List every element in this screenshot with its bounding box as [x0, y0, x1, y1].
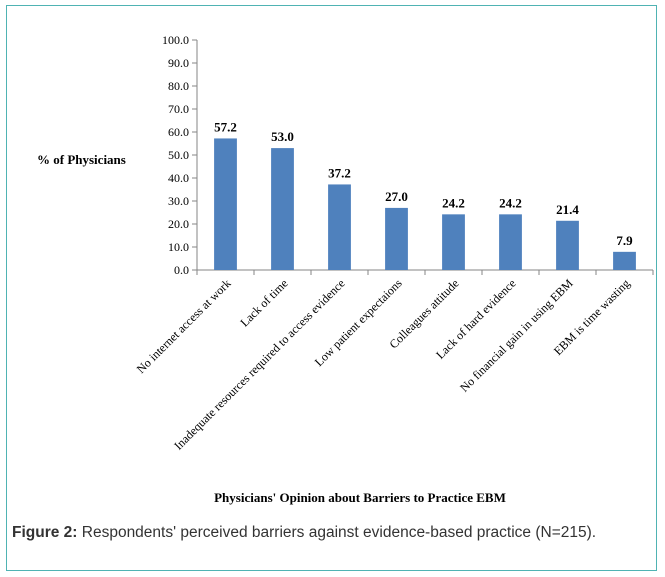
- figure-caption: Figure 2: Respondents' perceived barrier…: [12, 523, 652, 543]
- y-tick-label: 100.0: [162, 33, 189, 47]
- bar: [271, 148, 294, 270]
- data-label: 27.0: [385, 189, 408, 204]
- category-label: No financial gain in using EBM: [457, 276, 576, 395]
- category-label: No internet access at work: [134, 276, 234, 376]
- caption-label: Figure 2:: [12, 524, 78, 541]
- caption-text: Respondents' perceived barriers against …: [77, 524, 597, 541]
- y-tick-label: 20.0: [168, 217, 189, 231]
- data-label: 7.9: [616, 233, 633, 248]
- bar: [442, 214, 465, 270]
- y-tick-label: 60.0: [168, 125, 189, 139]
- chart-axes: 0.0 10.0 20.0 30.0 40.0 50.0 60.0 70.0 80.0 90.0 1…: [162, 33, 654, 277]
- bar: [385, 207, 408, 270]
- y-tick-label: 80.0: [168, 79, 189, 93]
- bar: [499, 214, 522, 270]
- bar: [613, 251, 636, 270]
- category-label: Lack of time: [237, 276, 290, 329]
- y-tick-label: 70.0: [168, 102, 189, 116]
- bar-chart: 0.0 10.0 20.0 30.0 40.0 50.0 60.0 70.0 80.0 90.0 1…: [37, 33, 654, 505]
- y-axis-label: % of Physicians: [37, 152, 126, 167]
- figure-frame: 0.0 10.0 20.0 30.0 40.0 50.0 60.0 70.0 80.0 90.0 1…: [6, 5, 657, 571]
- y-tick-label: 90.0: [168, 56, 189, 70]
- chart-labels: 57.2 No internet access at work 53.0 Lack o…: [134, 119, 633, 452]
- bar: [214, 138, 237, 270]
- data-label: 37.2: [328, 165, 351, 180]
- data-label: 24.2: [499, 195, 522, 210]
- bar: [328, 184, 351, 270]
- x-axis-label: Physicians' Opinion about Barriers to Pr…: [214, 490, 506, 505]
- y-tick-label: 0.0: [174, 263, 189, 277]
- data-label: 53.0: [271, 129, 294, 144]
- data-label: 21.4: [556, 202, 579, 217]
- y-tick-label: 50.0: [168, 148, 189, 162]
- data-label: 57.2: [214, 119, 237, 134]
- chart-bars: [214, 138, 636, 270]
- y-tick-label: 30.0: [168, 194, 189, 208]
- bar: [556, 220, 579, 270]
- y-tick-label: 40.0: [168, 171, 189, 185]
- y-tick-label: 10.0: [168, 240, 189, 254]
- data-label: 24.2: [442, 195, 465, 210]
